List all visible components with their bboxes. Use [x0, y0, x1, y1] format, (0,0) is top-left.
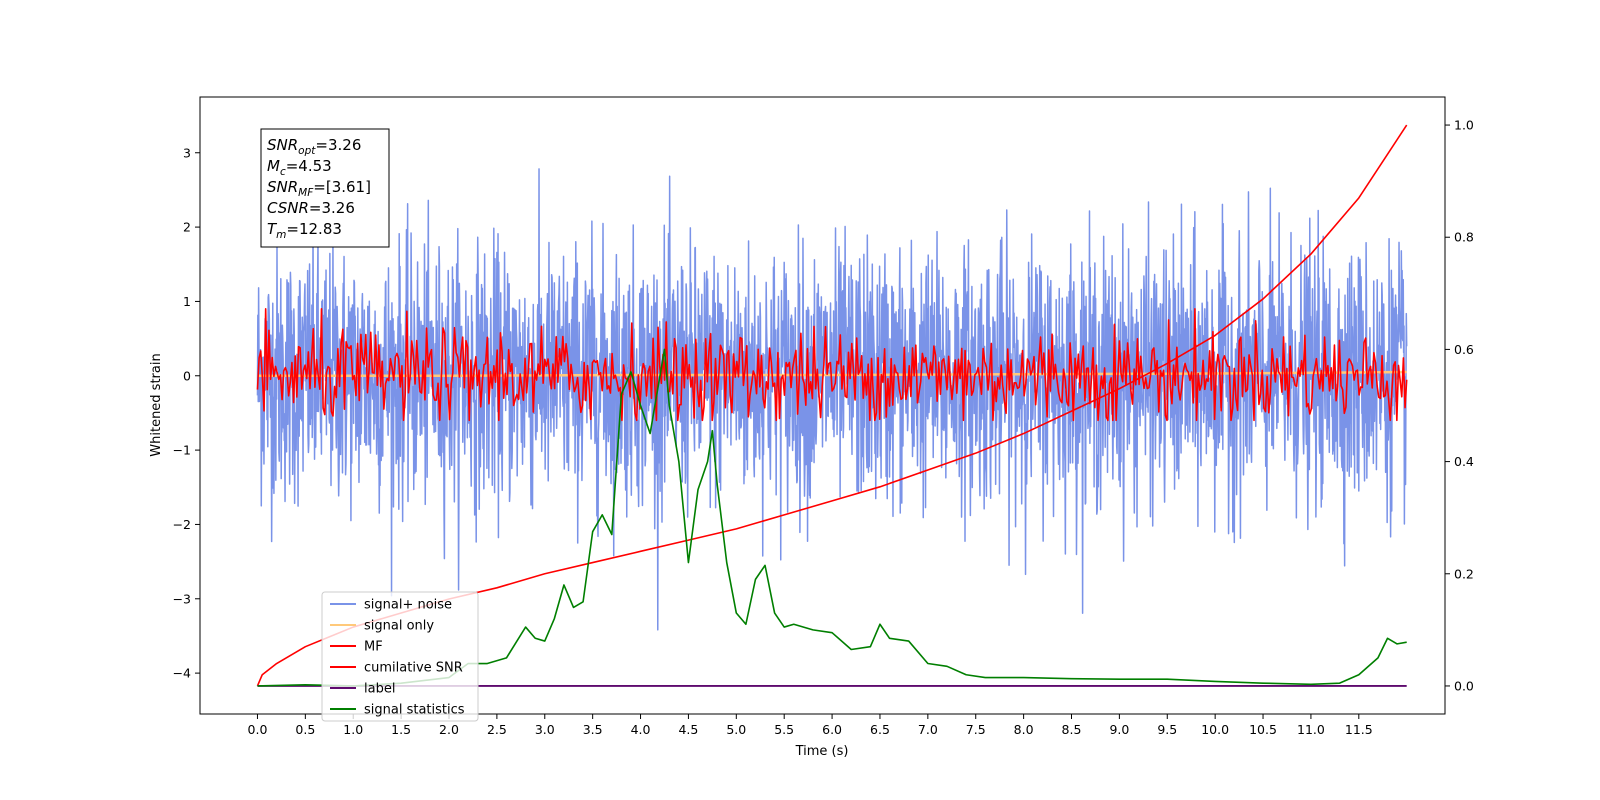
annotation-line: Tm=12.83	[267, 220, 342, 241]
legend-entry-label: signal statistics	[364, 703, 465, 718]
x-tick-label: 6.5	[870, 722, 890, 737]
annotation-symbol: SNR	[267, 136, 298, 154]
legend: signal+ noise signal only MF cumilative SNR…	[321, 591, 479, 722]
annotation-box-frame	[260, 128, 390, 248]
x-tick-label: 5.0	[726, 722, 746, 737]
annotation-value: =12.83	[286, 220, 342, 238]
x-tick-label: 10.5	[1249, 722, 1277, 737]
x-tick-label: 9.0	[1109, 722, 1129, 737]
y2-tick-label: 0.8	[1454, 230, 1474, 245]
y2-tick-label: 0.6	[1454, 342, 1474, 357]
y-tick-label: −1	[173, 443, 191, 458]
series-signal-only	[257, 370, 1407, 378]
series-mf	[256, 308, 1408, 422]
x-tick-label: 3.5	[583, 722, 603, 737]
annotation-symbol: CSNR	[267, 199, 309, 217]
x-tick-label: 1.0	[343, 722, 363, 737]
x-tick-label: 0.0	[248, 722, 268, 737]
x-tick-label: 11.0	[1297, 722, 1325, 737]
y2-tick-label: 0.2	[1454, 566, 1474, 581]
annotation-symbol: SNR	[267, 178, 298, 196]
annotation-symbol: T	[267, 220, 278, 238]
annotation-subscript: opt	[298, 145, 316, 157]
y-axis-label: Whitened strain	[149, 353, 164, 456]
annotation-subscript: m	[276, 229, 286, 241]
y-tick-label: 2	[183, 220, 191, 235]
x-axis-ticks: 0.0 0.5 1.0 1.5 2.0 2.5 3.0 3.5 4.0 4.5 5.0 5.5 6.0 6…	[248, 714, 1373, 737]
x-tick-label: 2.0	[439, 722, 459, 737]
annotation-subscript: MF	[298, 187, 314, 199]
annotation-line: Mc=4.53	[267, 157, 332, 178]
annotation-symbol: M	[267, 157, 280, 175]
x-tick-label: 2.5	[487, 722, 507, 737]
annotation-box: SNRopt=3.26Mc=4.53SNRMF=[3.61]CSNR=3.26T…	[260, 128, 390, 248]
x-tick-label: 4.0	[631, 722, 651, 737]
x-tick-label: 0.5	[295, 722, 315, 737]
y2-axis-ticks: 1.0 0.8 0.6 0.4 0.2 0.0	[1445, 118, 1474, 693]
legend-frame	[321, 591, 479, 722]
x-tick-label: 3.0	[535, 722, 555, 737]
plot-frame	[199, 96, 1446, 715]
legend-entry-label: signal only	[364, 619, 434, 634]
y2-tick-label: 0.0	[1454, 678, 1474, 693]
annotation-subscript: c	[280, 166, 286, 178]
y-tick-label: 3	[183, 145, 191, 160]
x-tick-label: 4.5	[678, 722, 698, 737]
x-tick-label: 6.0	[822, 722, 842, 737]
x-tick-label: 7.0	[918, 722, 938, 737]
annotation-value: =[3.61]	[313, 178, 371, 196]
x-tick-label: 7.5	[966, 722, 986, 737]
x-tick-label: 8.0	[1014, 722, 1034, 737]
annotation-line: CSNR=3.26	[267, 199, 355, 217]
annotation-line: SNRMF=[3.61]	[267, 178, 371, 199]
x-axis-label: Time (s)	[795, 744, 849, 759]
y-tick-label: 1	[183, 294, 191, 309]
y-tick-label: 0	[183, 368, 191, 383]
series-signal-statistics	[257, 348, 1407, 687]
y2-tick-label: 1.0	[1454, 118, 1474, 133]
y-tick-label: −4	[173, 666, 191, 681]
legend-entry-label: signal+ noise	[364, 598, 452, 613]
x-tick-label: 8.5	[1062, 722, 1082, 737]
y-tick-label: −2	[173, 517, 191, 532]
legend-entry-label: MF	[364, 640, 383, 655]
x-tick-label: 9.5	[1157, 722, 1177, 737]
y2-tick-label: 0.4	[1454, 454, 1474, 469]
x-tick-label: 1.5	[391, 722, 411, 737]
x-tick-label: 11.5	[1345, 722, 1373, 737]
annotation-value: =4.53	[286, 157, 332, 175]
y-axis-ticks: 3 2 1 0 −1 −2 −3 −4	[173, 145, 200, 681]
annotation-line: SNRopt=3.26	[267, 136, 361, 157]
y-tick-label: −3	[173, 591, 191, 606]
annotation-value: =3.26	[315, 136, 361, 154]
annotation-value: =3.26	[309, 199, 355, 217]
legend-entry-label: label	[364, 682, 395, 697]
x-tick-label: 10.0	[1201, 722, 1229, 737]
legend-entry-label: cumilative SNR	[364, 661, 463, 676]
x-tick-label: 5.5	[774, 722, 794, 737]
